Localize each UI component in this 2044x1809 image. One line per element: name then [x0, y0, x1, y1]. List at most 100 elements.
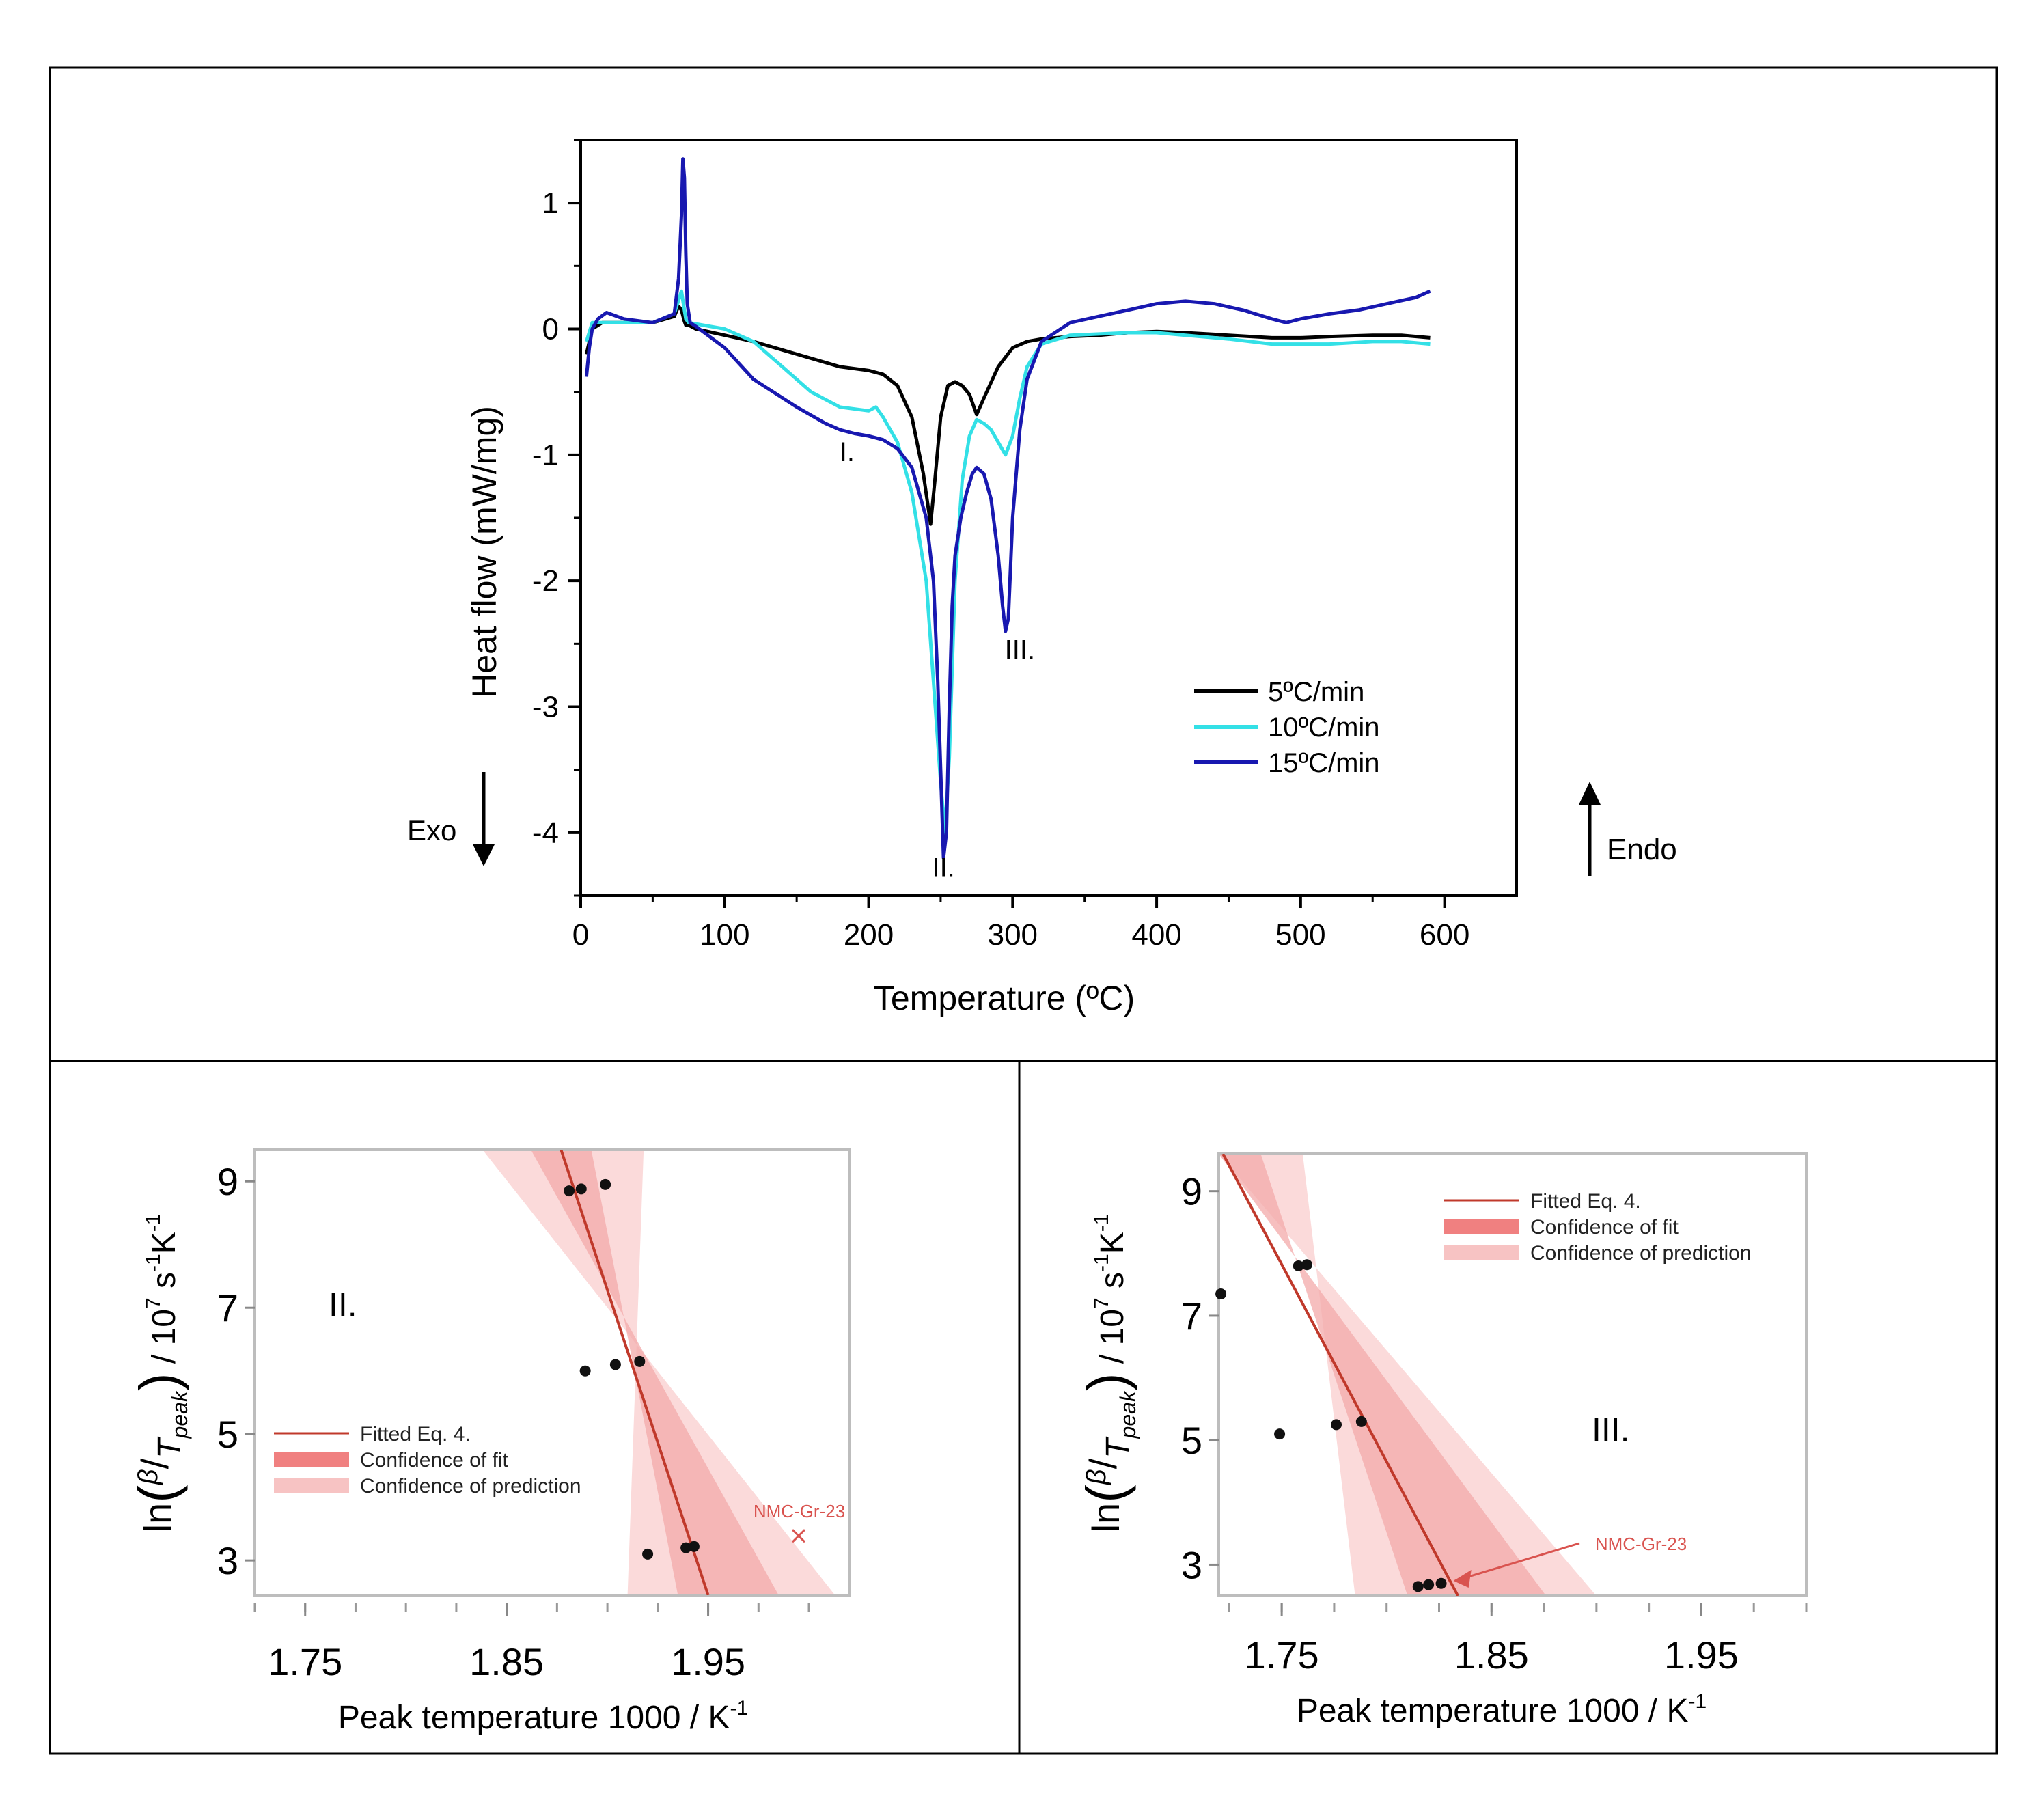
II-data-point — [609, 1359, 621, 1370]
II-prediction-band — [482, 1150, 835, 1595]
endo-indicator: Endo — [1579, 782, 1677, 876]
figure-frame — [49, 66, 1998, 1755]
III-legend: Fitted Eq. 4. Confidence of fit Confidence… — [1444, 1190, 1752, 1265]
dsc-x-tick-label: 0 — [572, 918, 589, 952]
III-y-tick-label: 5 — [1181, 1419, 1202, 1462]
II-y-tick-label: 3 — [217, 1539, 238, 1582]
dsc-legend: 5ºC/min 10ºC/min 15ºC/min — [1194, 677, 1380, 778]
dsc-annotation: II. — [932, 853, 954, 883]
II-data-point — [575, 1183, 587, 1195]
III-fit-line — [1221, 1154, 1459, 1596]
dsc-y-tick-label: -1 — [532, 439, 559, 472]
III-data-point — [1215, 1288, 1227, 1300]
II-data-point — [564, 1185, 575, 1197]
II-y-axis-label: ln(β/Tpeak) / 107 s-1K-1 — [127, 1214, 192, 1533]
dsc-annotation: I. — [840, 437, 855, 467]
III-data-points — [1215, 1259, 1447, 1592]
dsc-y-tick-label: 1 — [542, 187, 559, 220]
II-x-axis-label: Peak temperature 1000 / K-1 — [338, 1697, 748, 1736]
II-x-tick-label: 1.85 — [469, 1640, 544, 1683]
III-legend-label: Confidence of prediction — [1530, 1242, 1752, 1265]
dsc-y-tick-label: -2 — [532, 564, 559, 598]
dsc-x-axis: 0 100 200 300 400 500 600 — [572, 896, 1469, 952]
svg-text:ln(β/Tpeak) / 107 s-1K-1: ln(β/Tpeak) / 107 s-1K-1 — [1075, 1214, 1140, 1533]
II-data-point — [688, 1541, 700, 1552]
dsc-x-axis-label: Temperature (ºC) — [874, 979, 1135, 1017]
III-x-tick-label: 1.95 — [1664, 1633, 1739, 1676]
II-legend-swatch-band — [274, 1452, 349, 1467]
II-data-point — [680, 1542, 692, 1553]
II-data-point — [642, 1548, 654, 1560]
II-outlier: NMC-Gr-23 — [754, 1501, 845, 1543]
III-legend-label: Fitted Eq. 4. — [1530, 1190, 1641, 1213]
II-outlier-marker-icon — [791, 1529, 806, 1543]
II-fit-band — [531, 1150, 779, 1595]
II-data-point — [600, 1178, 611, 1190]
III-legend-swatch-band — [1444, 1245, 1519, 1260]
III-x-axis-label: Peak temperature 1000 / K-1 — [1297, 1690, 1707, 1729]
III-x-tick-label: 1.75 — [1245, 1633, 1319, 1676]
II-outlier-label: NMC-Gr-23 — [754, 1501, 845, 1521]
dsc-y-tick-label: -3 — [532, 691, 559, 724]
II-y-axis: 9 7 5 3 — [217, 1160, 255, 1582]
III-plot-area — [1217, 1152, 1808, 1597]
III-outlier-arrowhead-icon — [1453, 1569, 1472, 1588]
II-legend-label: Fitted Eq. 4. — [360, 1423, 471, 1446]
III-x-axis: 1.75 1.85 1.95 — [1228, 1603, 1808, 1676]
III-outlier-label: NMC-Gr-23 — [1595, 1534, 1687, 1554]
II-panel-label: II. — [329, 1286, 357, 1324]
dsc-plot-area — [579, 139, 1518, 897]
dsc-chart: 0 100 200 300 400 500 600 1 0 -1 -2 -3 -4 I. II. III.… — [407, 139, 1677, 1017]
dsc-x-tick-label: 600 — [1420, 918, 1469, 952]
dsc-series-line — [584, 304, 1431, 526]
II-data-point — [579, 1365, 591, 1377]
III-y-axis: 9 7 5 3 — [1181, 1170, 1219, 1586]
dsc-x-tick-label: 500 — [1275, 918, 1325, 952]
kinetics-chart-III: 1.75 1.85 1.95 9 7 5 3 NMC-Gr-23 III. Fitted … — [1075, 1152, 1808, 1729]
dsc-y-tick-label: -4 — [532, 816, 559, 850]
II-y-tick-label: 5 — [217, 1413, 238, 1456]
III-legend-swatch-band — [1444, 1219, 1519, 1234]
III-outlier: NMC-Gr-23 — [1453, 1534, 1687, 1588]
II-x-tick-label: 1.75 — [268, 1640, 342, 1683]
II-y-tick-label: 7 — [217, 1286, 238, 1329]
III-data-point — [1355, 1416, 1367, 1427]
endo-arrowhead-icon — [1579, 782, 1601, 805]
svg-text:ln(β/Tpeak) / 107 s-1K-1: ln(β/Tpeak) / 107 s-1K-1 — [127, 1214, 192, 1533]
II-data-point — [634, 1355, 646, 1367]
dsc-legend-label: 5ºC/min — [1268, 677, 1364, 707]
II-legend-label: Confidence of prediction — [360, 1475, 581, 1497]
III-prediction-band — [1219, 1154, 1597, 1596]
III-panel-label: III. — [1592, 1411, 1630, 1449]
III-data-point — [1301, 1259, 1312, 1271]
II-plot-area — [253, 1148, 851, 1597]
II-fit-line-mark — [560, 1150, 710, 1595]
II-fit-line — [560, 1150, 710, 1595]
dsc-annotation: III. — [1005, 635, 1035, 665]
dsc-series-line — [584, 157, 1431, 860]
dsc-legend-label: 10ºC/min — [1268, 713, 1380, 743]
III-y-axis-label: ln(β/Tpeak) / 107 s-1K-1 — [1075, 1214, 1140, 1533]
III-outlier-arrow-icon — [1454, 1542, 1580, 1582]
III-data-point — [1412, 1581, 1424, 1592]
exo-arrowhead-icon — [473, 844, 495, 866]
III-data-point — [1331, 1419, 1342, 1431]
III-y-tick-label: 7 — [1181, 1295, 1202, 1338]
III-y-tick-label: 9 — [1181, 1170, 1202, 1213]
II-confidence-bands — [482, 1150, 835, 1595]
exo-indicator: Exo — [407, 772, 495, 866]
dsc-y-axis: 1 0 -1 -2 -3 -4 — [532, 139, 581, 897]
III-data-point — [1423, 1579, 1435, 1590]
kinetics-chart-II: 1.75 1.85 1.95 9 7 5 3 NMC-Gr-23 II. Fitted E… — [127, 1148, 851, 1736]
II-legend-label: Confidence of fit — [360, 1449, 508, 1472]
exo-label: Exo — [407, 814, 456, 846]
III-legend-label: Confidence of fit — [1530, 1216, 1679, 1239]
II-data-points — [564, 1178, 700, 1560]
dsc-x-tick-label: 100 — [700, 918, 749, 952]
dsc-annotations: I. II. III. — [840, 437, 1035, 883]
dsc-y-tick-label: 0 — [542, 313, 559, 346]
dsc-x-tick-label: 300 — [988, 918, 1038, 952]
III-data-point — [1435, 1577, 1447, 1589]
II-x-tick-label: 1.95 — [671, 1640, 745, 1683]
